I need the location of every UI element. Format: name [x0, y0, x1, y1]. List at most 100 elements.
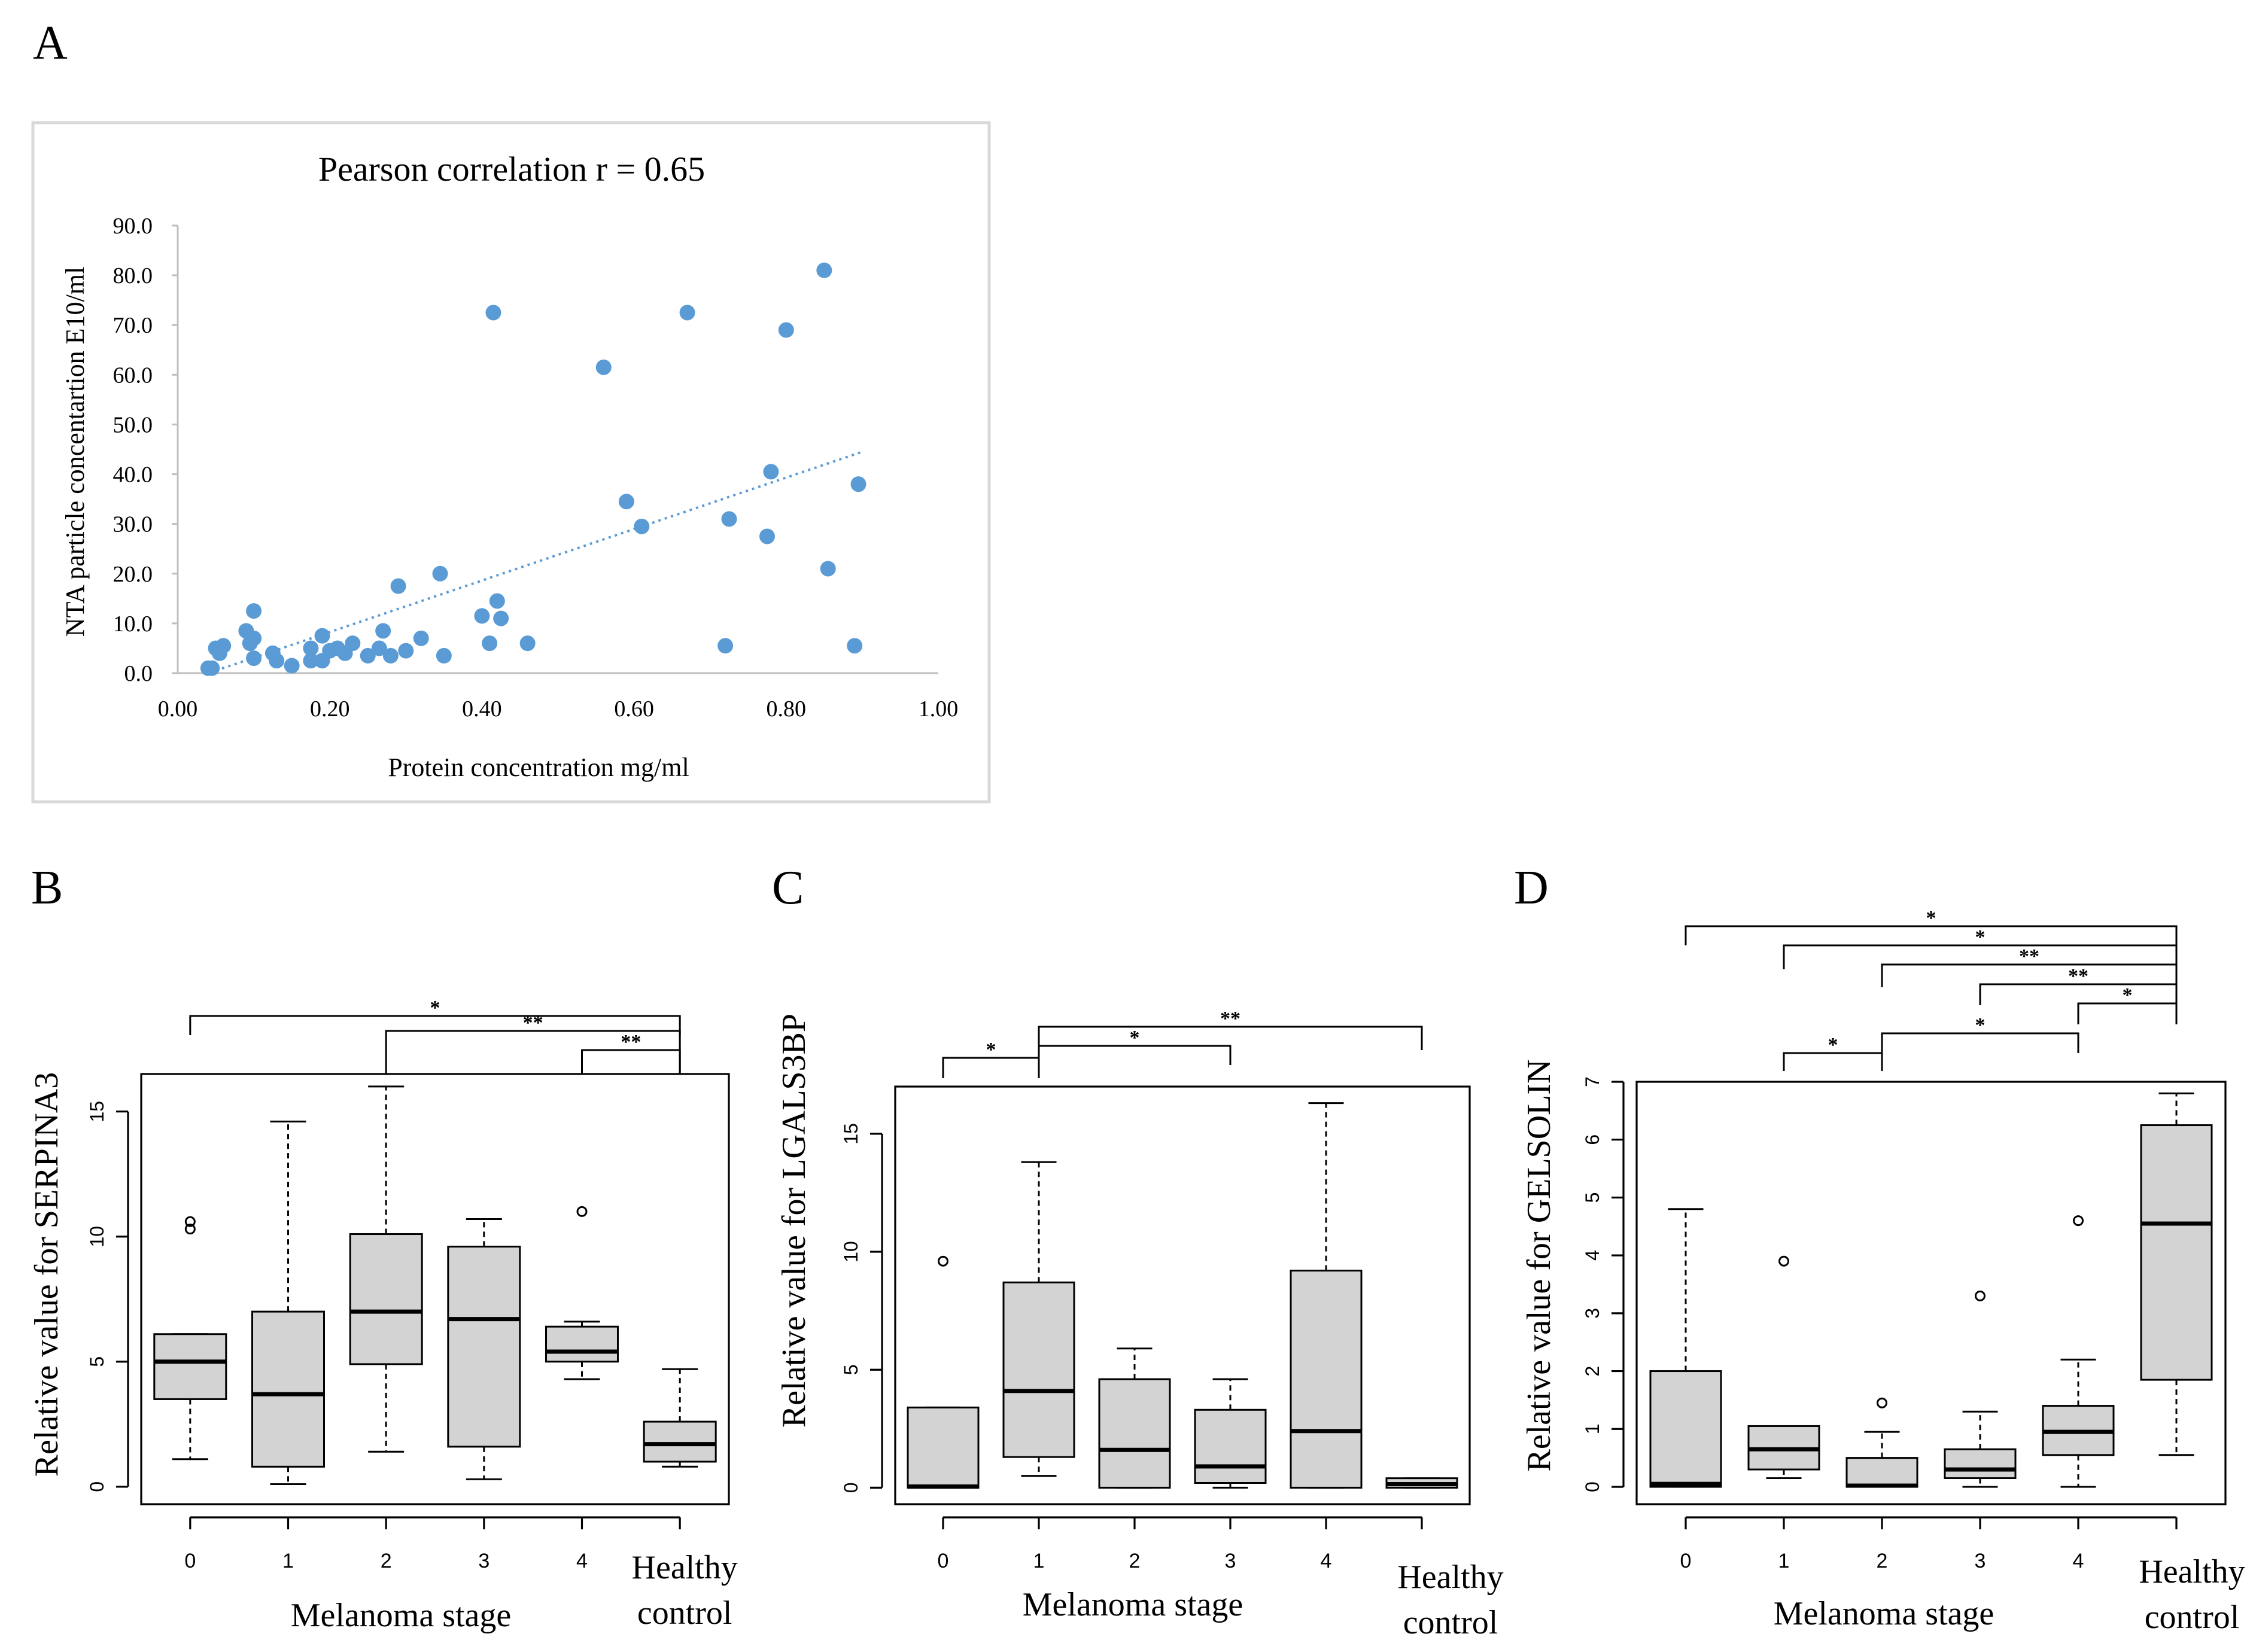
significance-bracket — [2077, 1002, 2178, 1024]
data-point — [360, 647, 376, 664]
box — [1649, 1370, 1722, 1488]
data-point — [204, 660, 220, 676]
y-tick-label: 0.0 — [124, 661, 153, 686]
panel-c: C 0 5 10 15 0 1 2 3 4 Healthy control Melanoma stage… — [772, 862, 1504, 1641]
panel-label: D — [1514, 862, 1549, 914]
x-tick-label: 1.00 — [919, 696, 959, 722]
significance-label: ** — [2068, 965, 2088, 987]
x-tick-label: 4 — [2073, 1550, 2084, 1572]
outlier — [184, 1224, 196, 1235]
data-point — [246, 630, 262, 646]
data-point — [375, 623, 391, 639]
data-point — [493, 610, 509, 626]
data-point — [482, 635, 498, 652]
significance-bracket — [1881, 963, 2178, 987]
x-tick-label: 4 — [576, 1550, 588, 1572]
data-point — [474, 608, 490, 624]
x-tick-label: 1 — [1033, 1550, 1045, 1572]
panel-label: C — [772, 862, 804, 914]
significance-bracket — [1783, 944, 2178, 969]
panel-a: A Pearson correlation r = 0.65 0.0 10.0 20.0… — [31, 17, 991, 804]
outlier — [938, 1255, 948, 1267]
y-axis-label: Relative value for GELSOLIN — [1521, 1060, 1558, 1472]
plot-box — [894, 1085, 1471, 1505]
box — [1290, 1270, 1363, 1489]
x-tick-label: 3 — [1225, 1550, 1236, 1572]
x-tick-label: Healthy — [632, 1549, 738, 1586]
x-tick-label: 2 — [1129, 1550, 1141, 1572]
outlier — [1877, 1397, 1887, 1408]
chart-frame — [31, 121, 991, 804]
data-point — [436, 647, 452, 664]
y-tick-label: 70.0 — [113, 313, 153, 338]
box — [447, 1245, 521, 1448]
y-axis-label: NTA particle concentartion E10/ml — [60, 267, 90, 637]
x-tick-label: 0.20 — [310, 696, 350, 722]
significance-bracket — [581, 1049, 681, 1074]
panel-label: B — [31, 862, 63, 914]
panel-label: A — [33, 17, 68, 69]
data-point — [432, 565, 448, 582]
data-point — [215, 638, 232, 654]
panel-b: B 0 5 10 15 0 1 2 3 4 Healthy control Melanoma stage… — [28, 862, 738, 1634]
data-point — [595, 359, 612, 375]
data-point — [382, 647, 399, 664]
significance-label: * — [1130, 1027, 1140, 1049]
y-tick-label: 4 — [1582, 1250, 1603, 1261]
y-tick-label: 30.0 — [113, 512, 153, 537]
data-point — [284, 658, 300, 674]
x-tick-label: 0.80 — [767, 696, 807, 722]
x-tick-label: 4 — [1321, 1550, 1332, 1572]
data-point — [847, 638, 863, 654]
y-tick-label: 5 — [840, 1364, 862, 1375]
box — [1098, 1378, 1171, 1489]
x-tick-label: 2 — [1877, 1550, 1888, 1572]
significance-label: * — [986, 1039, 996, 1061]
x-tick-label: control — [637, 1595, 732, 1632]
significance-bracket — [1979, 983, 2178, 1005]
y-tick-label: 15 — [840, 1123, 862, 1145]
significance-bracket — [1038, 1026, 1423, 1050]
y-tick-label: 0 — [86, 1481, 108, 1492]
panel-d: D 0 1 2 3 4 5 6 7 0 1 2 3 4 Healthy control Melanoma sta… — [1514, 862, 2245, 1636]
significance-label: * — [1926, 907, 1936, 929]
data-point — [489, 593, 505, 609]
data-point — [721, 511, 737, 527]
data-point — [398, 643, 414, 659]
x-axis-label: Protein concentration mg/ml — [388, 753, 689, 782]
significance-label: * — [430, 997, 440, 1019]
data-point — [303, 653, 319, 669]
outlier — [1975, 1290, 1986, 1301]
x-axis-label: Melanoma stage — [1023, 1586, 1243, 1623]
box — [1944, 1448, 2017, 1479]
y-axis-label: Relative value for SERPINA3 — [28, 1072, 65, 1477]
y-tick-label: 7 — [1582, 1076, 1603, 1087]
significance-bracket — [1881, 1032, 2079, 1053]
plot-box — [140, 1073, 730, 1505]
y-tick-label: 15 — [86, 1101, 108, 1122]
data-point — [679, 305, 695, 321]
data-point — [717, 638, 734, 654]
x-tick-label: control — [2145, 1599, 2240, 1636]
data-point — [759, 528, 776, 544]
chart-title: Pearson correlation r = 0.65 — [318, 150, 705, 188]
significance-bracket — [1685, 925, 2178, 945]
y-tick-label: 20.0 — [113, 562, 153, 587]
data-point — [413, 630, 429, 646]
data-point — [371, 640, 387, 656]
significance-label: ** — [523, 1012, 543, 1034]
outlier — [576, 1206, 588, 1217]
data-point — [303, 640, 319, 656]
x-tick-label: 2 — [381, 1550, 392, 1572]
y-tick-label: 0 — [1582, 1481, 1603, 1492]
x-tick-label: 0.60 — [614, 696, 654, 722]
y-axis-label: Relative value for LGALS3BP — [776, 1014, 813, 1428]
outlier — [2073, 1215, 2084, 1227]
box — [153, 1333, 227, 1400]
significance-label: ** — [2019, 945, 2039, 968]
significance-label: ** — [1220, 1008, 1240, 1030]
y-tick-label: 10 — [840, 1241, 862, 1262]
y-tick-label: 1 — [1582, 1423, 1603, 1434]
significance-label: * — [1828, 1034, 1838, 1056]
box — [907, 1406, 980, 1489]
